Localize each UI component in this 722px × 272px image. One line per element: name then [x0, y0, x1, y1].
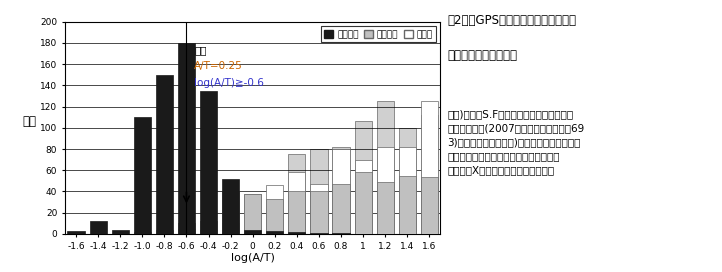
Text: A/T=0.25: A/T=0.25	[194, 61, 243, 72]
Bar	[178, 228, 195, 234]
Bar	[112, 230, 129, 234]
Bar	[156, 75, 173, 234]
Bar	[200, 230, 217, 234]
Bar	[332, 149, 349, 234]
Bar	[244, 194, 261, 234]
Bar	[288, 154, 305, 234]
Text: 閘値: 閘値	[194, 46, 206, 55]
Bar	[377, 101, 393, 234]
X-axis label: log(A/T): log(A/T)	[231, 253, 274, 263]
Bar	[421, 101, 438, 234]
Bar	[377, 182, 393, 234]
Bar	[90, 221, 107, 234]
Bar	[222, 179, 239, 234]
Y-axis label: 度数: 度数	[22, 115, 36, 128]
Bar	[178, 43, 195, 234]
Bar	[399, 176, 416, 234]
Bar	[244, 230, 261, 234]
Bar	[67, 231, 84, 234]
Bar	[421, 177, 438, 234]
Legend: 作業有り, 作業なし, 誤判定: 作業有り, 作業なし, 誤判定	[321, 26, 436, 42]
Bar	[134, 117, 151, 234]
Bar	[377, 147, 393, 234]
Bar	[222, 191, 239, 234]
Bar	[355, 122, 372, 234]
Bar	[178, 223, 195, 234]
Bar	[266, 185, 283, 234]
Bar	[156, 230, 173, 234]
Bar	[134, 232, 151, 234]
Bar	[266, 231, 283, 234]
Bar	[200, 221, 217, 234]
Text: 作業の有無の判定基準: 作業の有無の判定基準	[448, 49, 518, 62]
Bar	[355, 172, 372, 234]
Text: log(A/T)≧-0.6: log(A/T)≧-0.6	[194, 78, 264, 88]
Bar	[288, 191, 305, 234]
Bar	[355, 160, 372, 234]
Bar	[421, 115, 438, 234]
Bar	[310, 233, 328, 234]
Bar	[222, 223, 239, 234]
Text: 注１)筑西市S.F経営の小麦、大豆の播種と
収穫作業実績(2007年、のべ作業圖場楖69
3)をもとに作図、注２)作業ありと、作業なし
の分布の違いについての理: 注１)筑西市S.F経営の小麦、大豆の播種と 収穫作業実績(2007年、のべ作業圖…	[448, 109, 585, 175]
Bar	[288, 172, 305, 234]
Bar	[266, 199, 283, 234]
Bar	[310, 184, 328, 234]
Bar	[200, 91, 217, 234]
Bar	[332, 147, 349, 234]
Text: 図2　　GPS軸跡検出圖場における農: 図2 GPS軸跡検出圖場における農	[448, 14, 577, 27]
Bar	[399, 147, 416, 234]
Bar	[332, 233, 349, 234]
Bar	[332, 184, 349, 234]
Bar	[399, 128, 416, 234]
Bar	[310, 191, 328, 234]
Bar	[244, 194, 261, 234]
Bar	[310, 149, 328, 234]
Bar	[288, 232, 305, 234]
